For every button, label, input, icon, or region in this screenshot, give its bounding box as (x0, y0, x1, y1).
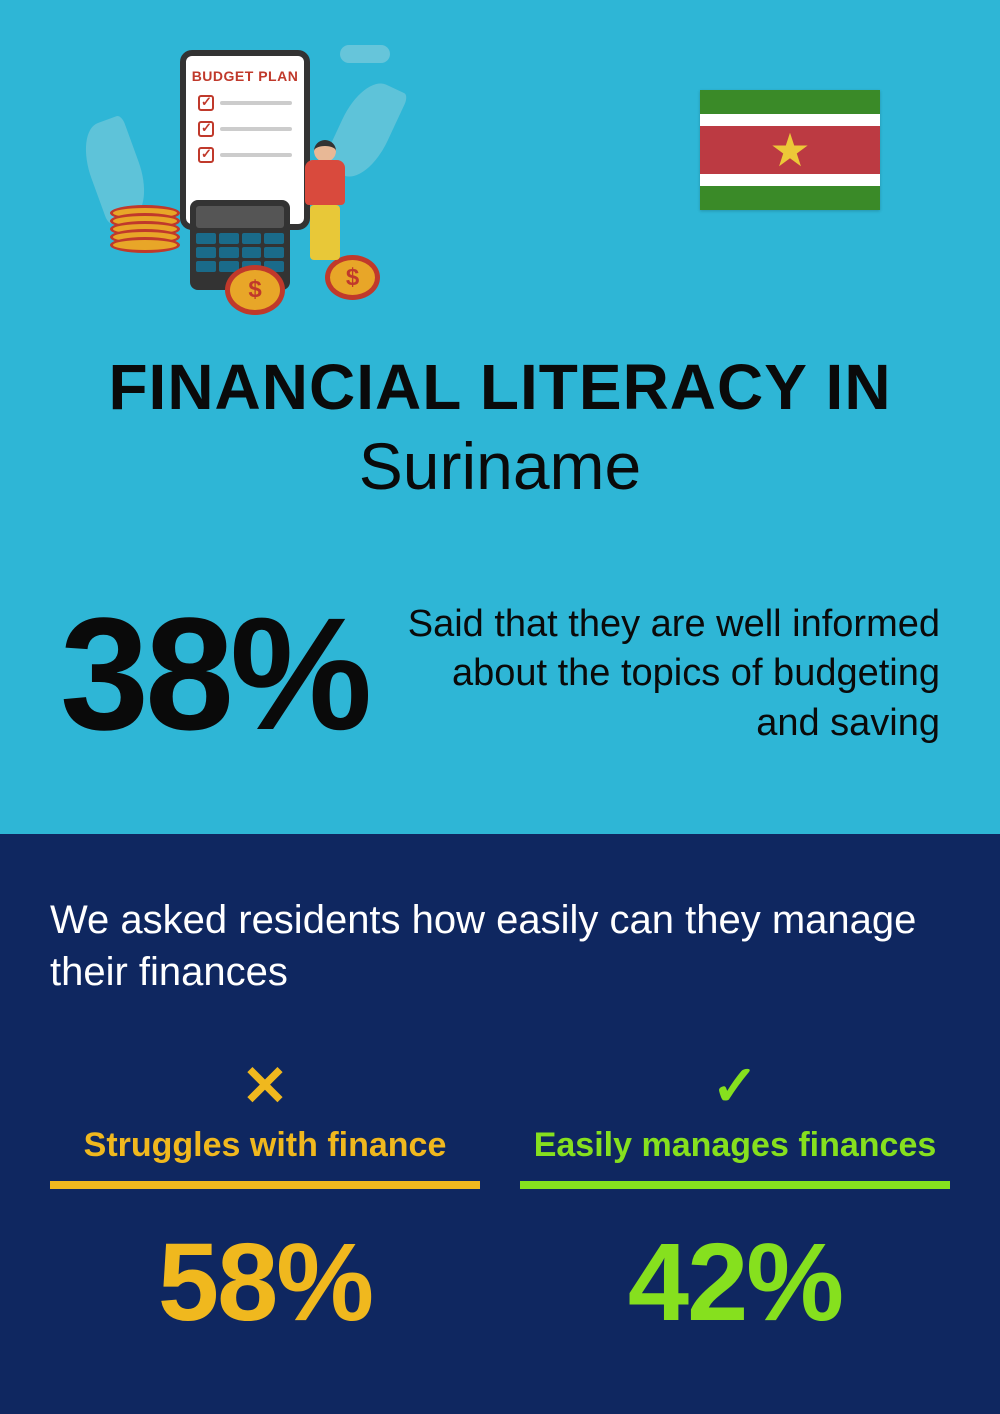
struggles-column: ✕ Struggles with finance 58% (50, 1058, 480, 1346)
coin-icon: $ (325, 255, 380, 300)
header-row: BUDGET PLAN (60, 30, 940, 300)
main-stat-row: 38% Said that they are well informed abo… (60, 594, 940, 754)
check-icon: ✓ (520, 1058, 950, 1114)
title-block: FINANCIAL LITERACY IN Suriname (60, 350, 940, 504)
title-line2: Suriname (60, 428, 940, 504)
manages-label: Easily manages finances (520, 1126, 950, 1189)
x-icon: ✕ (50, 1058, 480, 1114)
struggles-percent: 58% (50, 1219, 480, 1346)
manages-column: ✓ Easily manages finances 42% (520, 1058, 950, 1346)
coin-icon: $ (225, 265, 285, 315)
main-stat-description: Said that they are well informed about t… (398, 600, 940, 748)
budget-illustration: BUDGET PLAN (60, 40, 400, 300)
main-stat-percent: 38% (60, 594, 368, 754)
clipboard-title: BUDGET PLAN (186, 56, 304, 90)
comparison-row: ✕ Struggles with finance 58% ✓ Easily ma… (50, 1058, 950, 1346)
person-icon (305, 140, 345, 260)
suriname-flag: ★ (700, 90, 880, 210)
manages-percent: 42% (520, 1219, 950, 1346)
coin-stack-icon (110, 205, 180, 245)
cloud-decoration (340, 45, 390, 63)
bottom-section: We asked residents how easily can they m… (0, 834, 1000, 1414)
struggles-label: Struggles with finance (50, 1126, 480, 1189)
survey-question: We asked residents how easily can they m… (50, 894, 950, 998)
flag-star-icon: ★ (769, 127, 810, 173)
title-line1: FINANCIAL LITERACY IN (60, 350, 940, 424)
top-section: BUDGET PLAN (0, 0, 1000, 834)
infographic-page: BUDGET PLAN (0, 0, 1000, 1414)
